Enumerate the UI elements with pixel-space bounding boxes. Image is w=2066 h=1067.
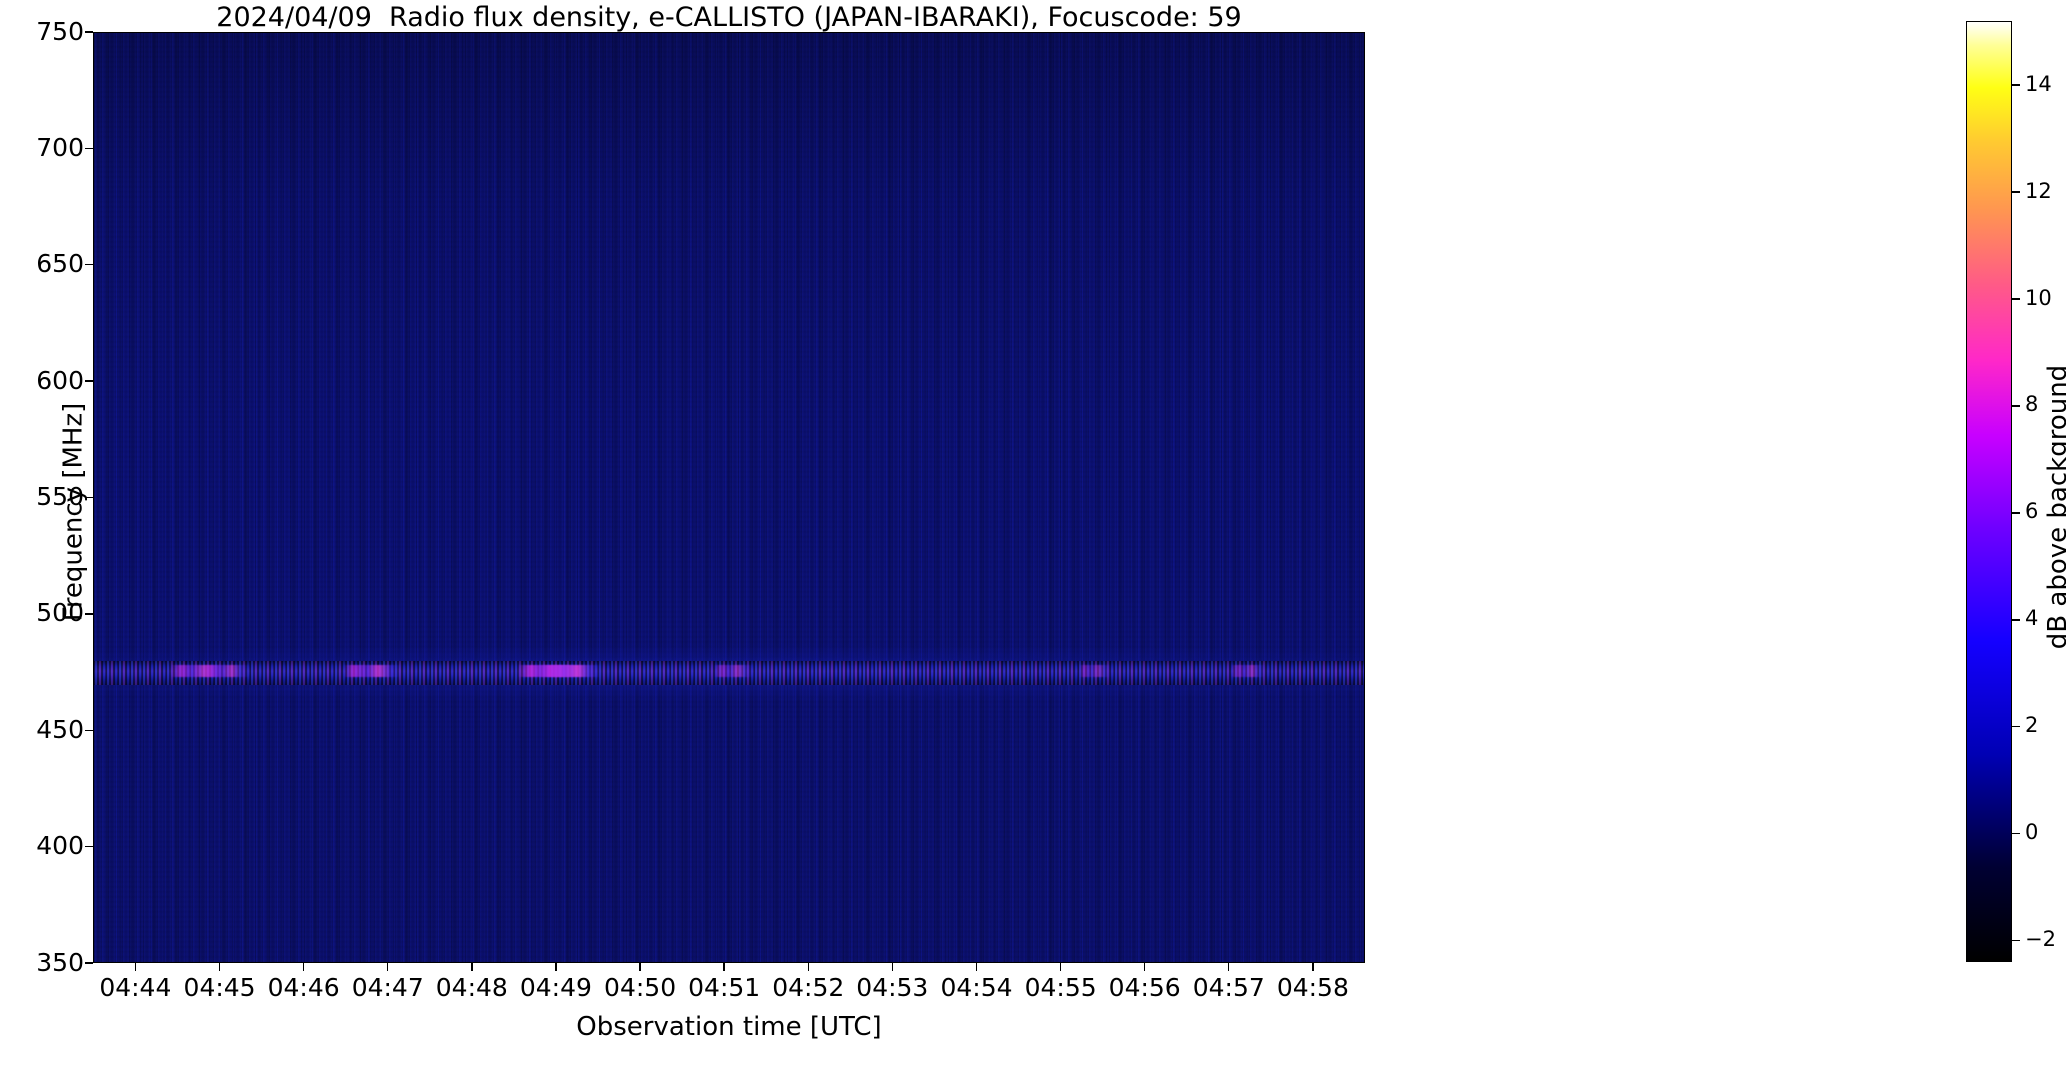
y-tick-mark (85, 613, 93, 615)
colorbar-tick-label: 2 (2025, 713, 2039, 738)
y-tick-label: 650 (36, 249, 84, 279)
x-tick-label: 04:52 (772, 973, 845, 1002)
x-tick-mark (1059, 963, 1062, 971)
x-tick-mark (891, 963, 894, 971)
x-tick-label: 04:44 (99, 973, 172, 1002)
spectrogram-image (94, 33, 1364, 962)
y-tick-label: 550 (36, 482, 84, 511)
x-tick-mark (1228, 963, 1230, 971)
x-tick-label: 04:48 (435, 973, 508, 1002)
colorbar-tick-label: 6 (2025, 499, 2039, 524)
rfi-band-speckle (94, 661, 1364, 685)
rfi-hotspot (538, 665, 601, 678)
x-tick-label: 04:57 (1192, 973, 1265, 1002)
colorbar-tick-label: 8 (2025, 392, 2039, 417)
page-title: 2024/04/09 Radio flux density, e-CALLIST… (216, 2, 1242, 33)
x-tick-mark (1144, 963, 1146, 971)
x-tick-label: 04:49 (519, 973, 592, 1002)
x-tick-label: 04:55 (1024, 973, 1097, 1002)
spectrogram-noise-horizontal (94, 33, 1364, 962)
y-tick-label: 700 (36, 132, 84, 162)
y-tick-mark (85, 380, 93, 382)
rfi-band-475mhz (94, 661, 1364, 685)
x-tick-label: 04:46 (267, 973, 340, 1002)
colorbar-tick-mark (2012, 726, 2020, 728)
x-tick-label: 04:51 (688, 973, 761, 1002)
x-tick-label: 04:50 (604, 973, 677, 1002)
spectrogram-plot-area[interactable] (93, 32, 1365, 963)
colorbar[interactable] (1966, 21, 2012, 962)
y-tick-label: 600 (36, 365, 84, 395)
colorbar-tick-mark (2012, 512, 2020, 514)
colorbar-tick-label: 4 (2025, 606, 2039, 631)
rfi-hotspot (714, 665, 753, 678)
x-tick-mark (1312, 963, 1314, 971)
y-tick-mark (85, 845, 93, 848)
x-tick-label: 04:54 (940, 973, 1013, 1002)
y-tick-mark (85, 147, 93, 150)
colorbar-tick-label: −2 (2025, 927, 2056, 952)
y-tick-mark (85, 962, 93, 964)
rfi-hotspot (1230, 665, 1266, 678)
spectrogram-noise-vertical-coarse (94, 33, 1364, 962)
x-tick-mark (471, 963, 473, 971)
colorbar-tick-label: 0 (2025, 820, 2039, 845)
rfi-hotspot (203, 665, 249, 678)
y-tick-mark (85, 31, 93, 33)
x-tick-label: 04:58 (1276, 973, 1349, 1002)
x-tick-mark (387, 963, 389, 971)
y-tick-label: 500 (36, 598, 84, 628)
colorbar-tick-label: 12 (2025, 178, 2052, 203)
colorbar-tick-label: 10 (2025, 285, 2052, 310)
x-tick-label: 04:53 (856, 973, 929, 1002)
x-tick-label: 04:45 (183, 973, 256, 1002)
x-tick-mark (218, 963, 221, 971)
x-tick-label: 04:47 (351, 973, 424, 1002)
colorbar-gradient (1967, 22, 2011, 961)
colorbar-tick-label: 14 (2025, 71, 2052, 96)
colorbar-tick-mark (2012, 405, 2020, 407)
y-tick-mark (85, 264, 93, 266)
spectrogram-noise-vertical (94, 33, 1364, 962)
y-tick-label: 350 (36, 947, 84, 977)
x-tick-mark (723, 963, 725, 971)
x-axis-label: Observation time [UTC] (576, 1012, 882, 1042)
colorbar-tick-mark (2012, 832, 2020, 835)
y-tick-mark (85, 496, 93, 499)
x-tick-mark (975, 963, 978, 971)
colorbar-tick-mark (2012, 939, 2020, 942)
colorbar-label: dB above background (2043, 364, 2066, 650)
spectrogram-background (94, 33, 1364, 962)
x-tick-mark (302, 963, 305, 971)
colorbar-tick-mark (2012, 619, 2020, 621)
y-tick-label: 400 (36, 831, 84, 861)
x-tick-mark (555, 963, 557, 971)
x-tick-mark (134, 963, 137, 971)
y-tick-label: 450 (36, 714, 84, 744)
colorbar-tick-mark (2012, 298, 2020, 300)
colorbar-tick-mark (2012, 191, 2020, 193)
y-tick-label: 750 (36, 16, 84, 46)
x-tick-label: 04:56 (1108, 973, 1181, 1002)
x-tick-mark (639, 963, 641, 971)
rfi-hotspot (343, 665, 401, 678)
colorbar-tick-mark (2012, 84, 2020, 86)
x-tick-mark (807, 963, 809, 971)
rfi-hotspot (1079, 665, 1111, 678)
y-tick-mark (85, 729, 93, 731)
spectrogram-shading (94, 33, 1364, 962)
